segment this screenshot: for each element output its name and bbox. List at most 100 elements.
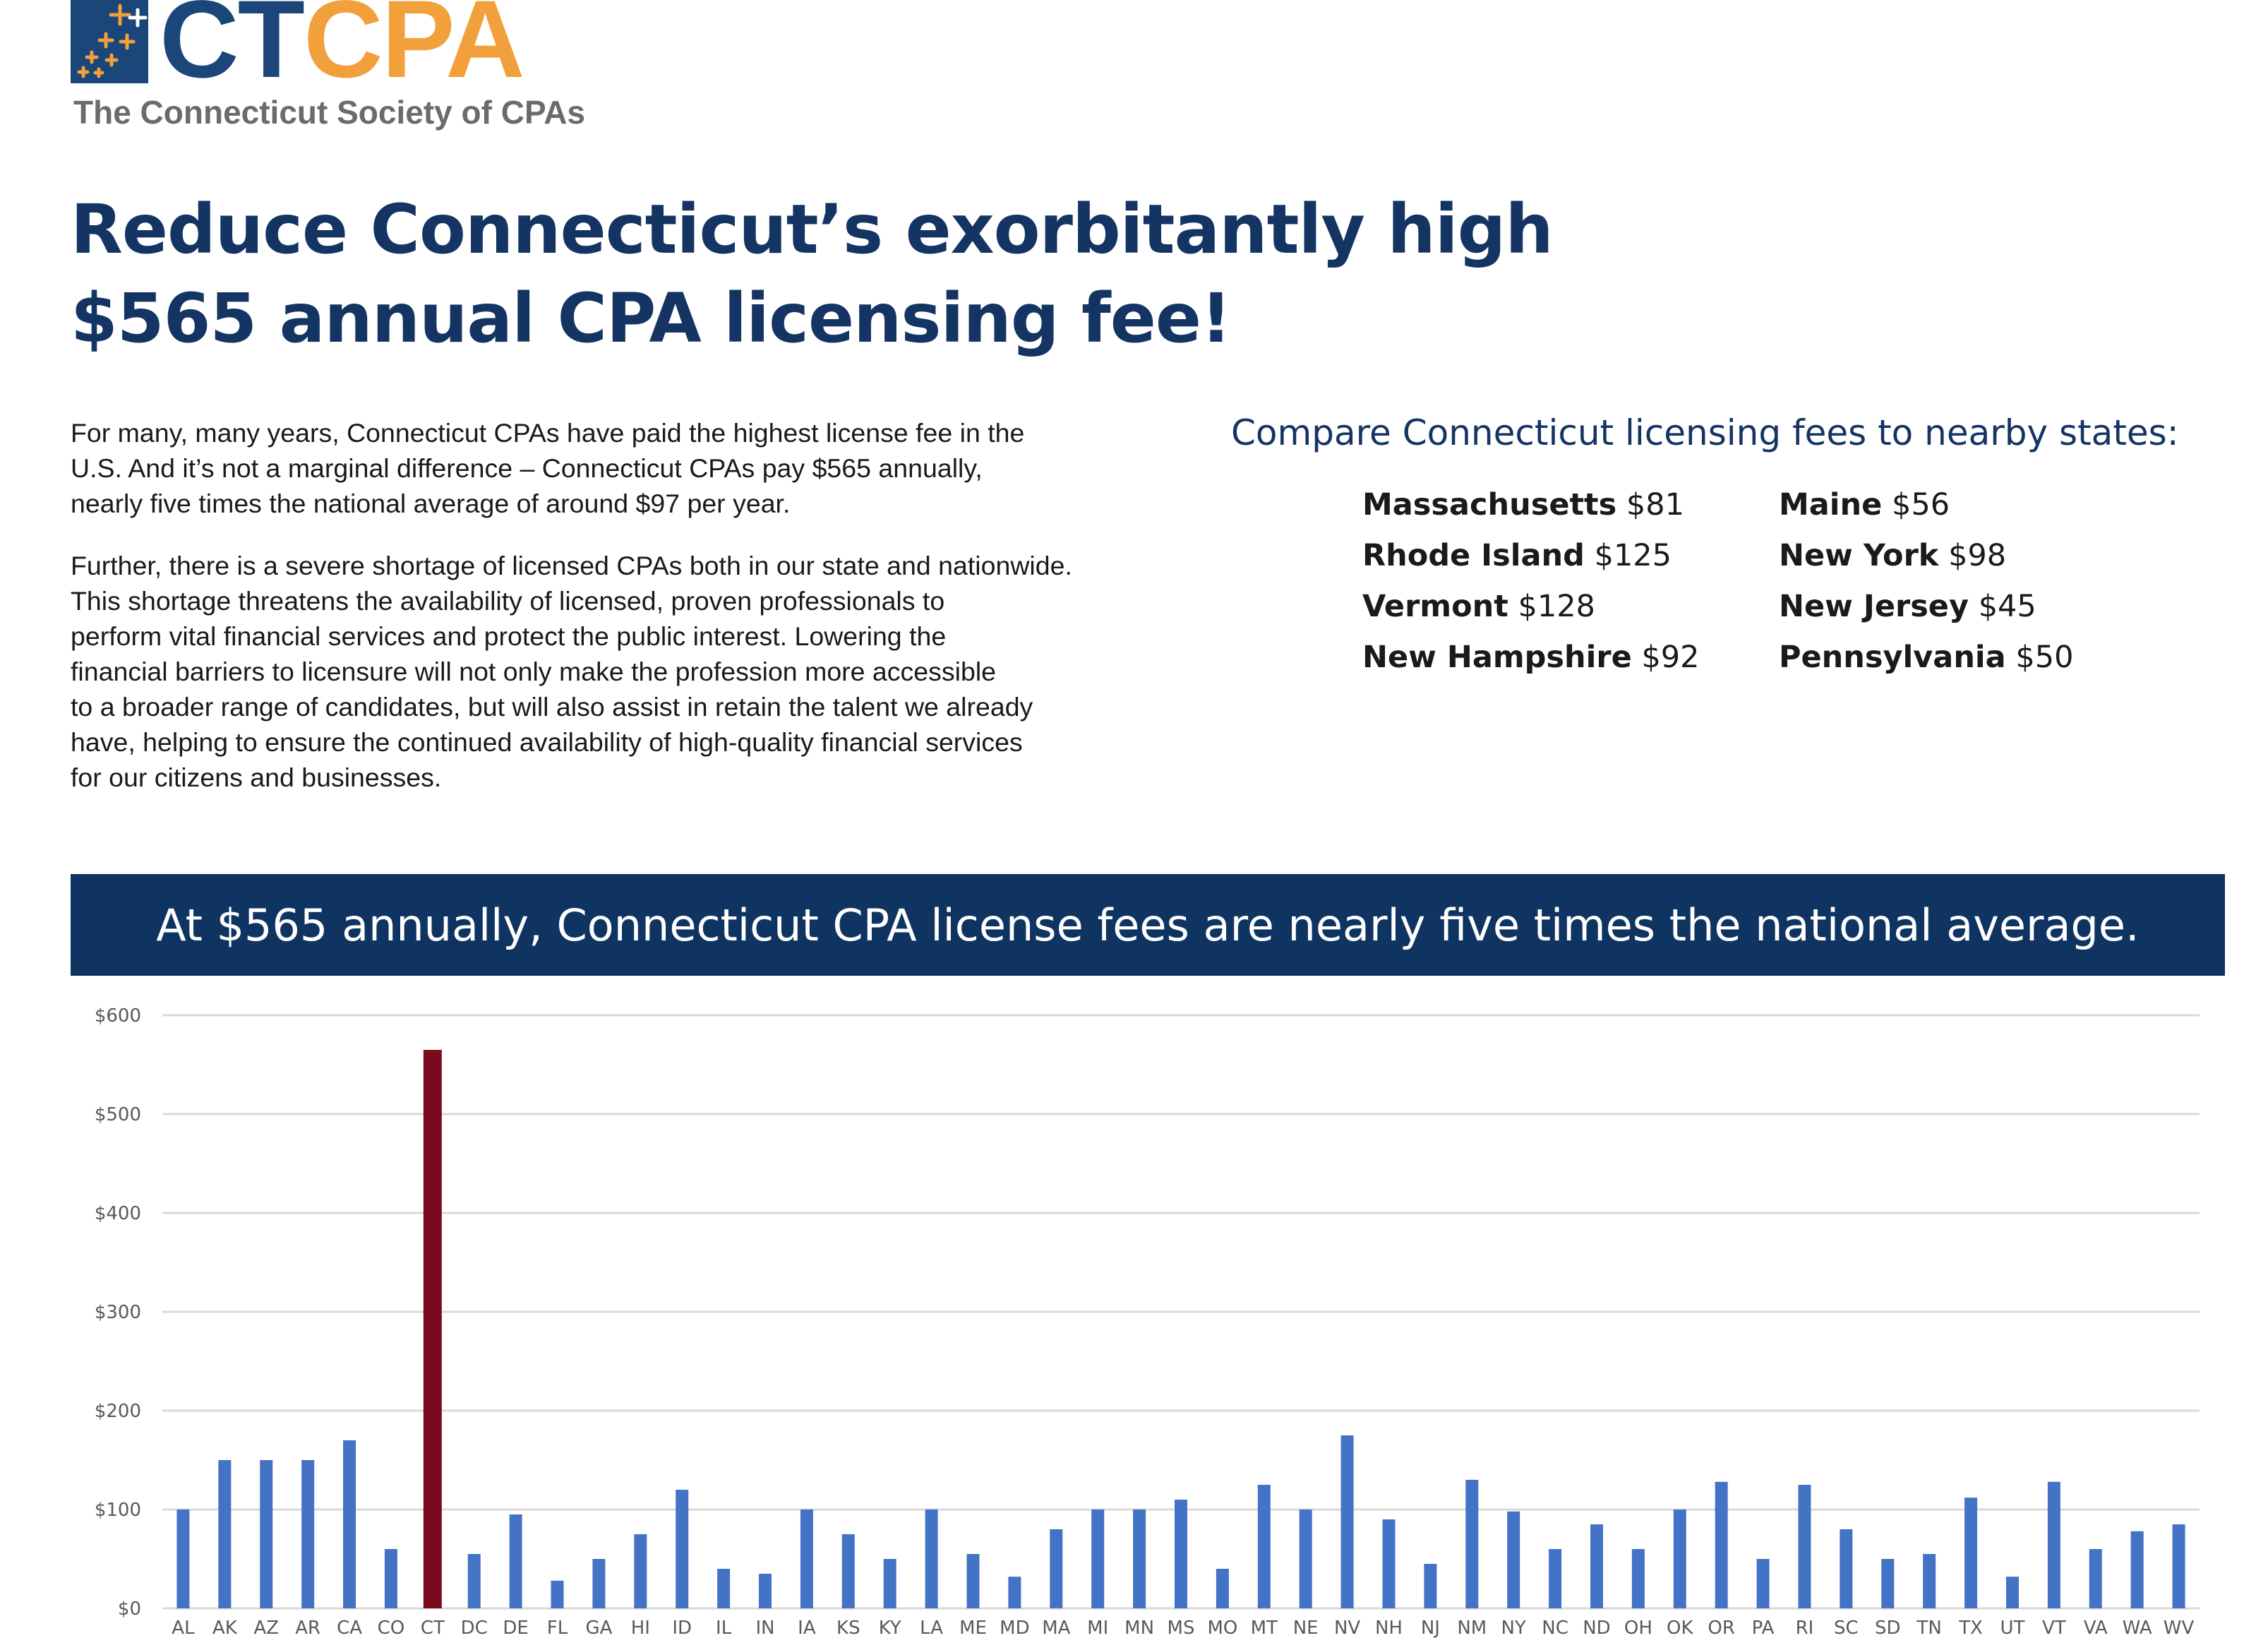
paragraph-2-line: This shortage threatens the availability… [71,586,945,616]
bar-ut [2005,1577,2019,1608]
paragraph-1-line: For many, many years, Connecticut CPAs h… [71,418,1025,448]
x-tick-label: DE [503,1618,528,1638]
x-tick-label: NE [1293,1618,1319,1638]
x-tick-label: NM [1457,1618,1487,1638]
bar-nd [1590,1524,1603,1608]
x-tick-label: NH [1375,1618,1403,1638]
x-tick-label: TN [1916,1618,1941,1638]
fee-maine: Maine $56 [1779,487,1950,522]
x-tick-label: IA [798,1618,816,1638]
x-tick-label: OK [1667,1618,1693,1638]
nearby-state-fees: Massachusetts $81 Rhode Island $125 Verm… [1362,487,2139,699]
paragraph-1-line: nearly five times the national average o… [71,489,791,518]
x-tick-label: SD [1875,1618,1901,1638]
bar-az [260,1460,273,1608]
bar-mn [1133,1510,1146,1608]
bar-vt [2047,1481,2060,1608]
paragraph-2-line: have, helping to ensure the continued av… [71,727,1023,757]
body-copy: For many, many years, Connecticut CPAs h… [71,415,1242,822]
bar-nv [1340,1435,1354,1608]
headline-line-1: Reduce Connecticut’s exorbitantly high [71,190,1554,269]
y-tick-label: $200 [95,1401,141,1422]
x-tick-label: VT [2042,1618,2066,1638]
bar-sd [1881,1559,1895,1608]
bar-mo [1216,1569,1229,1608]
bar-ok [1673,1510,1686,1608]
x-tick-label: MA [1042,1618,1070,1638]
fee-new-jersey: New Jersey $45 [1779,589,2036,624]
x-tick-label: DC [461,1618,488,1638]
x-tick-label: CA [337,1618,362,1638]
ctcpa-logo[interactable]: CTCPA The Connecticut Society of CPAs [71,0,635,134]
x-tick-label: NY [1501,1618,1526,1638]
bar-me [966,1554,980,1608]
paragraph-1-line: U.S. And it’s not a marginal difference … [71,453,983,483]
bar-dc [467,1554,481,1608]
bar-co [384,1549,397,1608]
logo-wordmark: CTCPA [160,0,525,101]
bar-la [925,1510,938,1608]
x-tick-label: OH [1624,1618,1652,1638]
x-tick-label: NC [1542,1618,1568,1638]
x-tick-label: LA [920,1618,943,1638]
paragraph-2: Further, there is a severe shortage of l… [71,548,1242,795]
bar-ia [800,1510,813,1608]
bar-nc [1549,1549,1562,1608]
x-tick-label: AK [212,1618,238,1638]
fee-new-york: New York $98 [1779,538,2007,573]
x-tick-label: WA [2123,1618,2152,1638]
page-headline: Reduce Connecticut’s exorbitantly high $… [71,185,1554,363]
fee-vermont: Vermont $128 [1362,589,1595,624]
bar-nm [1465,1480,1479,1608]
state-fee-bar-chart: $0 $100 $200 $300 $400 $500 $600 AL AK AZ AR CA CO CT… [71,988,2224,1638]
paragraph-2-line: financial barriers to licensure will not… [71,657,997,686]
paragraph-2-line: Further, there is a severe shortage of l… [71,551,1072,580]
x-tick-label: MN [1124,1618,1154,1638]
bar-or [1715,1481,1728,1608]
y-tick-label: $0 [118,1598,141,1620]
x-tick-label: WV [2164,1618,2195,1638]
x-tick-label: RI [1796,1618,1814,1638]
bar-ak [218,1460,232,1608]
bar-fl [551,1580,564,1608]
x-tick-label: AL [172,1618,195,1638]
x-tick-label: NJ [1421,1618,1440,1638]
bar-nh [1382,1519,1396,1608]
x-tick-label: IN [755,1618,774,1638]
x-tick-label: FL [547,1618,568,1638]
y-tick-label: $400 [95,1203,141,1224]
bar-ky [883,1559,896,1608]
fee-rhode-island: Rhode Island $125 [1362,538,1672,573]
bar-chart-svg: $0 $100 $200 $300 $400 $500 $600 AL AK AZ AR CA CO CT… [95,1005,2200,1638]
y-tick-label: $300 [95,1302,141,1323]
bar-ks [841,1534,855,1608]
x-tick-label: SC [1834,1618,1859,1638]
x-tick-label: GA [585,1618,612,1638]
bar-ma [1050,1529,1063,1608]
bar-al [176,1510,190,1608]
bar-il [717,1569,731,1608]
logo-subtitle: The Connecticut Society of CPAs [73,94,586,131]
x-tick-label: MD [1000,1618,1029,1638]
x-tick-label: IL [716,1618,732,1638]
bar-ny [1507,1511,1520,1608]
bar-pa [1756,1559,1770,1608]
paragraph-2-line: for our citizens and businesses. [71,763,442,792]
paragraph-2-line: to a broader range of candidates, but wi… [71,692,1033,722]
bar-in [759,1574,772,1608]
x-tick-label: MO [1207,1618,1237,1638]
bar-oh [1631,1549,1645,1608]
x-tick-label: MT [1251,1618,1278,1638]
x-tick-label: ND [1583,1618,1610,1638]
bar-id [676,1490,689,1608]
headline-line-2: $565 annual CPA licensing fee! [71,279,1232,358]
x-tick-label: UT [2000,1618,2024,1638]
fee-massachusetts: Massachusetts $81 [1362,487,1684,522]
x-tick-label: TX [1958,1618,1983,1638]
x-tick-label: AZ [253,1618,279,1638]
x-tick-label: KY [879,1618,901,1638]
bar-mi [1091,1510,1105,1608]
x-tick-label: KS [836,1618,860,1638]
paragraph-1: For many, many years, Connecticut CPAs h… [71,415,1242,521]
bar-mt [1257,1485,1271,1608]
